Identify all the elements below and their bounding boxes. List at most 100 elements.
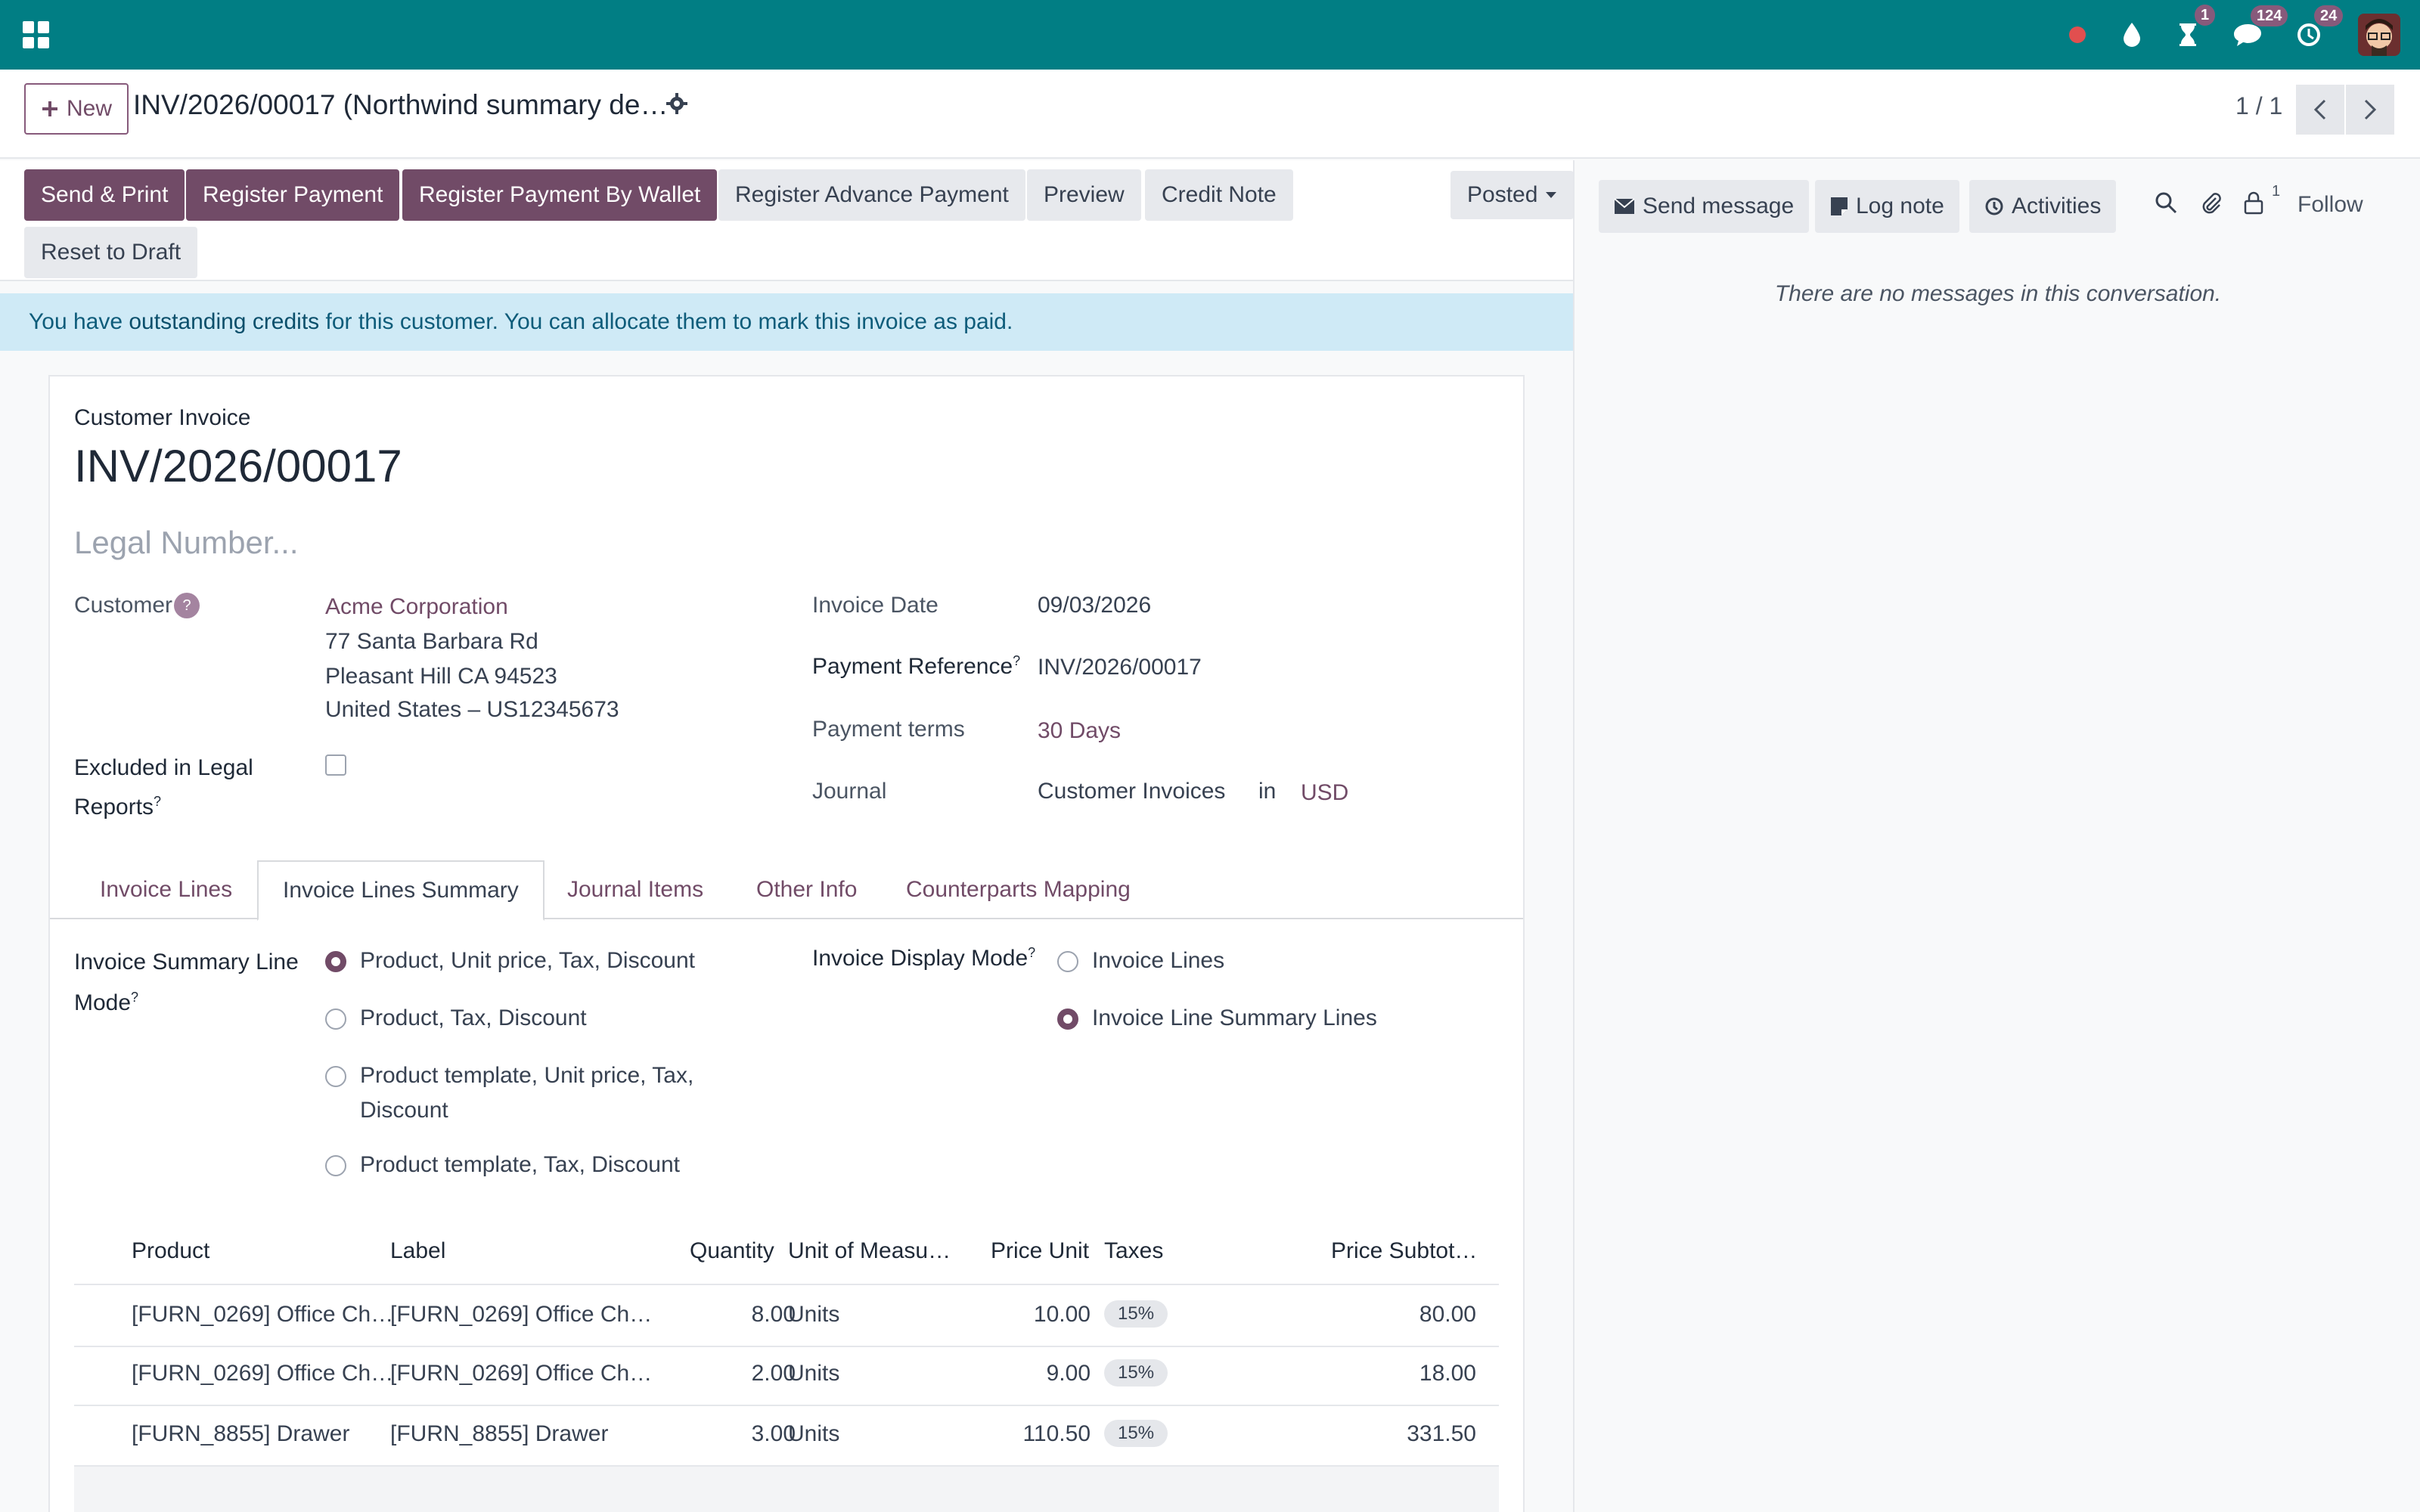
address-line-2: Pleasant Hill CA 94523: [325, 664, 557, 689]
row-3-label[interactable]: [FURN_8855] Drawer: [390, 1421, 609, 1446]
col-header-uom[interactable]: Unit of Measu…: [788, 1238, 951, 1263]
line-mode-radio-2[interactable]: [325, 1009, 346, 1030]
register-advance-payment-button[interactable]: Register Advance Payment: [718, 169, 1025, 221]
row-2-product[interactable]: [FURN_0269] Office Ch…: [132, 1361, 394, 1386]
row-1-label[interactable]: [FURN_0269] Office Ch…: [390, 1302, 653, 1327]
col-header-product[interactable]: Product: [132, 1238, 210, 1263]
table-row-divider: [74, 1465, 1499, 1467]
row-2-label[interactable]: [FURN_0269] Office Ch…: [390, 1361, 653, 1386]
plus-icon: [42, 101, 57, 116]
followers-count: 1: [2272, 183, 2281, 200]
document-type: Customer Invoice: [74, 405, 251, 430]
excluded-legal-checkbox[interactable]: [325, 754, 346, 776]
payment-terms-label: Payment terms: [812, 717, 965, 742]
gear-icon[interactable]: [666, 92, 688, 119]
line-mode-option-3[interactable]: Product template, Unit price, Tax,: [360, 1063, 694, 1088]
display-mode-radio-2[interactable]: [1057, 1009, 1078, 1030]
table-row-divider: [74, 1346, 1499, 1347]
breadcrumb-record-title: INV/2026/00017 (Northwind summary de…: [133, 89, 669, 120]
empty-conversation-message: There are no messages in this conversati…: [1774, 281, 2222, 306]
col-header-price-unit[interactable]: Price Unit: [991, 1238, 1090, 1263]
systray: 1 124 24: [2034, 0, 2400, 70]
apps-menu-icon[interactable]: [23, 21, 50, 48]
outstanding-credits-link[interactable]: outstanding credits: [129, 309, 320, 334]
pager-next-button[interactable]: [2346, 85, 2394, 135]
row-2-price-unit[interactable]: 9.00: [1046, 1361, 1091, 1386]
address-line-3: United States – US12345673: [325, 697, 619, 722]
line-mode-radio-4[interactable]: [325, 1155, 346, 1176]
row-2-quantity[interactable]: 2.00: [751, 1361, 796, 1386]
tab-invoice-lines[interactable]: Invoice Lines: [100, 877, 233, 902]
row-3-uom[interactable]: Units: [788, 1421, 840, 1446]
tab-invoice-lines-summary[interactable]: Invoice Lines Summary: [257, 860, 544, 921]
row-1-price-unit[interactable]: 10.00: [1033, 1302, 1091, 1327]
payment-reference-label: Payment Reference?: [812, 653, 1021, 679]
tab-counterparts-mapping[interactable]: Counterparts Mapping: [906, 877, 1131, 902]
line-mode-option-4[interactable]: Product template, Tax, Discount: [360, 1152, 680, 1177]
help-icon[interactable]: ?: [174, 593, 200, 618]
row-3-product[interactable]: [FURN_8855] Drawer: [132, 1421, 350, 1446]
record-status-icon[interactable]: [2068, 25, 2087, 45]
col-header-subtotal[interactable]: Price Subtot…: [1331, 1238, 1478, 1263]
followers-lock-icon[interactable]: [2243, 191, 2264, 218]
row-1-quantity[interactable]: 8.00: [751, 1302, 796, 1327]
row-3-quantity[interactable]: 3.00: [751, 1421, 796, 1446]
invoice-date-field[interactable]: 09/03/2026: [1038, 593, 1152, 618]
payment-reference-field[interactable]: INV/2026/00017: [1038, 655, 1202, 680]
updates-icon[interactable]: 24: [2296, 5, 2344, 48]
line-mode-radio-3[interactable]: [325, 1066, 346, 1087]
col-header-label[interactable]: Label: [390, 1238, 446, 1263]
display-mode-option-1[interactable]: Invoice Lines: [1092, 948, 1225, 973]
col-header-taxes[interactable]: Taxes: [1104, 1238, 1164, 1263]
line-mode-radio-1[interactable]: [325, 951, 346, 972]
row-2-uom[interactable]: Units: [788, 1361, 840, 1386]
send-print-button[interactable]: Send & Print: [24, 169, 185, 221]
pager-value[interactable]: 1 / 1: [2235, 92, 2283, 119]
row-3-price-unit[interactable]: 110.50: [1022, 1421, 1091, 1446]
display-mode-radio-1[interactable]: [1057, 951, 1078, 972]
reset-to-draft-button[interactable]: Reset to Draft: [24, 227, 198, 278]
outstanding-credits-alert: You have outstanding credits for this cu…: [0, 293, 1573, 351]
row-1-subtotal: 80.00: [1419, 1302, 1476, 1327]
line-mode-option-1[interactable]: Product, Unit price, Tax, Discount: [360, 948, 695, 973]
search-icon[interactable]: [2154, 191, 2178, 218]
activities-button[interactable]: Activities: [1969, 180, 2117, 233]
pager-previous-button[interactable]: [2296, 85, 2344, 135]
col-header-quantity[interactable]: Quantity: [690, 1238, 774, 1263]
row-1-uom[interactable]: Units: [788, 1302, 840, 1327]
row-3-subtotal: 331.50: [1407, 1421, 1476, 1446]
tab-journal-items[interactable]: Journal Items: [567, 877, 704, 902]
log-note-button[interactable]: Log note: [1815, 180, 1959, 233]
currency-link[interactable]: USD: [1301, 780, 1349, 805]
line-mode-option-2[interactable]: Product, Tax, Discount: [360, 1005, 587, 1030]
send-message-button[interactable]: Send message: [1599, 180, 1810, 233]
form-statusbar: Send & Print Register Payment Register P…: [0, 160, 1575, 281]
display-mode-option-2[interactable]: Invoice Line Summary Lines: [1092, 1005, 1377, 1030]
customer-link[interactable]: Acme Corporation: [325, 594, 508, 619]
payment-terms-link[interactable]: 30 Days: [1038, 718, 1122, 743]
alert-text-post: for this customer. You can allocate them…: [319, 309, 1013, 334]
row-1-product[interactable]: [FURN_0269] Office Ch…: [132, 1302, 394, 1327]
chevron-left-icon: [2313, 99, 2326, 120]
activities-icon[interactable]: 1: [2176, 5, 2216, 48]
tab-other-info[interactable]: Other Info: [756, 877, 858, 902]
credit-note-button[interactable]: Credit Note: [1145, 169, 1293, 221]
register-payment-button[interactable]: Register Payment: [186, 169, 400, 221]
legal-number-field[interactable]: Legal Number...: [74, 525, 299, 560]
notebook-tabs: Invoice Lines Invoice Lines Summary Jour…: [50, 860, 1523, 921]
table-header-divider: [74, 1284, 1499, 1285]
paperclip-icon[interactable]: [2199, 191, 2223, 218]
status-label: Posted: [1467, 182, 1538, 207]
line-mode-option-3-cont[interactable]: Discount: [360, 1098, 448, 1123]
status-dropdown[interactable]: Posted: [1450, 171, 1575, 219]
droplet-icon[interactable]: [2121, 21, 2143, 48]
follow-button[interactable]: Follow: [2297, 192, 2363, 217]
preview-button[interactable]: Preview: [1027, 169, 1141, 221]
messages-icon[interactable]: 124: [2232, 5, 2288, 48]
row-3-tax-badge: 15%: [1104, 1420, 1168, 1447]
updates-badge: 24: [2314, 5, 2344, 26]
journal-field[interactable]: Customer Invoices: [1038, 779, 1226, 804]
user-avatar[interactable]: [2358, 14, 2400, 56]
new-button[interactable]: New: [24, 83, 129, 135]
register-payment-wallet-button[interactable]: Register Payment By Wallet: [402, 169, 718, 221]
